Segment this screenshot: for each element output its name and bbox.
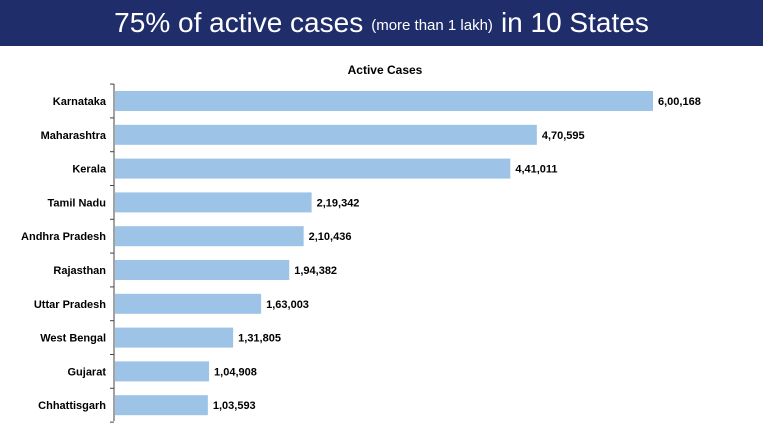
bar [115,260,290,280]
data-label: 2,10,436 [309,231,352,243]
bar [115,395,208,416]
bar [115,361,210,382]
data-label: 6,00,168 [658,96,701,108]
data-label: 1,94,382 [294,265,337,277]
category-label: Gujarat [67,366,106,378]
category-label: Tamil Nadu [48,197,106,209]
bar [115,226,304,247]
category-label: Karnataka [53,96,107,108]
category-label: Uttar Pradesh [34,299,106,311]
bar [115,91,653,111]
category-label: Andhra Pradesh [21,231,106,243]
data-label: 4,70,595 [542,130,585,142]
category-label: Chhattisgarh [38,400,106,412]
bar [115,124,537,145]
category-label: West Bengal [40,333,106,345]
data-label: 1,04,908 [214,366,257,378]
banner-title-end: in 10 States [500,7,649,38]
category-label: Maharashtra [41,130,107,142]
banner-title-note: (more than 1 lakh) [371,16,493,34]
data-label: 4,41,011 [515,164,557,176]
bar [115,327,234,348]
bar [115,158,511,179]
data-label: 1,63,003 [266,299,309,311]
chart-title: Active Cases [348,63,423,77]
bars-group: Karnataka 6,00,168 Maharashtra 4,70,595 Kera… [21,83,701,423]
bar [115,192,312,213]
bar [115,293,262,314]
data-label: 1,31,805 [238,333,281,345]
category-label: Rajasthan [53,265,106,277]
data-label: 2,19,342 [317,197,360,209]
banner-title-main: 75% of active cases [114,7,364,38]
category-label: Kerala [72,164,107,176]
data-label: 1,03,593 [213,400,256,412]
title-banner: 75% of active cases (more than 1 lakh) i… [0,0,763,46]
